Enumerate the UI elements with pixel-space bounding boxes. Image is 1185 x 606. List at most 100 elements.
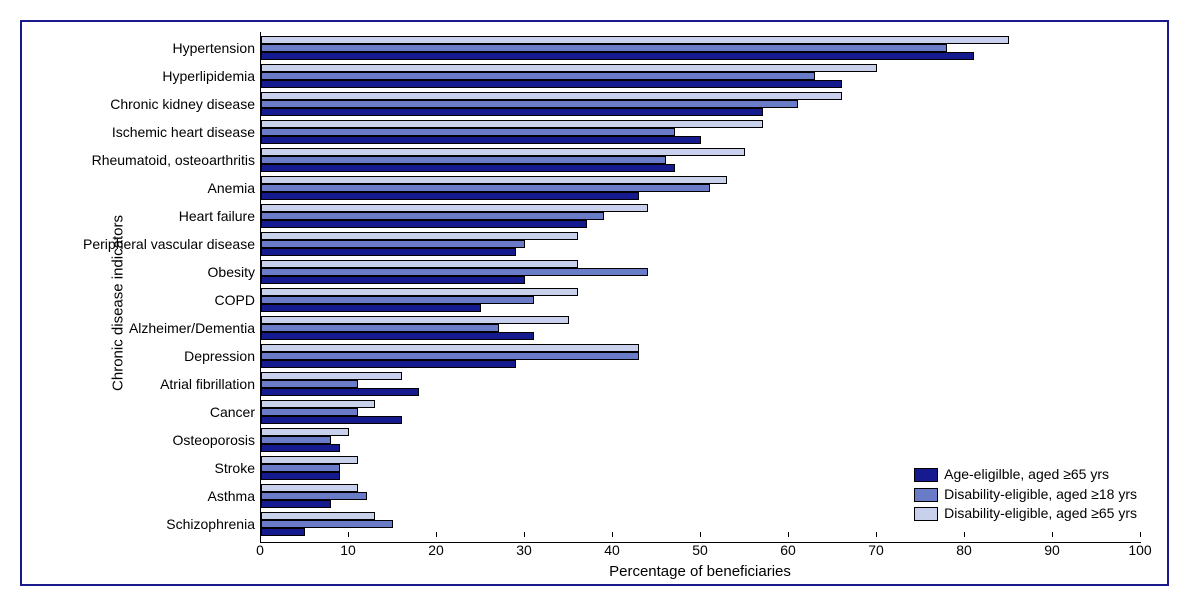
bar: [261, 520, 393, 528]
bar: [261, 444, 340, 452]
category-label: Stroke: [215, 461, 255, 475]
bar: [261, 192, 639, 200]
bar: [261, 276, 525, 284]
category-label: Hypertension: [173, 41, 256, 55]
category-label: Osteoporosis: [173, 433, 255, 447]
bar: [261, 212, 604, 220]
bar: [261, 464, 340, 472]
x-tick-mark: [348, 532, 349, 537]
bar: [261, 52, 974, 60]
bar: [261, 416, 402, 424]
bar: [261, 72, 815, 80]
category-label: Anemia: [208, 181, 255, 195]
bar: [261, 492, 367, 500]
bar: [261, 304, 481, 312]
bar: [261, 324, 499, 332]
bar: [261, 220, 587, 228]
x-tick-label: 60: [773, 542, 803, 558]
category-label: Depression: [184, 349, 255, 363]
bar: [261, 260, 578, 268]
bar: [261, 80, 842, 88]
category-label: Hyperlipidemia: [162, 69, 255, 83]
bar: [261, 176, 727, 184]
x-tick-mark: [436, 532, 437, 537]
bar: [261, 316, 569, 324]
bar: [261, 296, 534, 304]
bar: [261, 428, 349, 436]
legend-label: Disability-eligible, aged ≥18 yrs: [944, 485, 1137, 505]
legend-item: Disability-eligible, aged ≥18 yrs: [914, 485, 1137, 505]
x-tick-mark: [788, 532, 789, 537]
bar: [261, 36, 1009, 44]
bar: [261, 456, 358, 464]
bar: [261, 380, 358, 388]
bar: [261, 108, 763, 116]
bar: [261, 64, 877, 72]
legend-swatch: [914, 507, 938, 521]
x-tick-label: 70: [861, 542, 891, 558]
x-tick-label: 100: [1125, 542, 1155, 558]
legend: Age-eligilble, aged ≥65 yrs Disability-e…: [914, 465, 1137, 524]
legend-label: Disability-eligible, aged ≥65 yrs: [944, 504, 1137, 524]
bar: [261, 484, 358, 492]
x-tick-label: 80: [949, 542, 979, 558]
bar: [261, 344, 639, 352]
bar: [261, 148, 745, 156]
category-label: Obesity: [208, 265, 255, 279]
category-label: Cancer: [210, 405, 255, 419]
x-tick-mark: [964, 532, 965, 537]
bar: [261, 232, 578, 240]
bar: [261, 288, 578, 296]
bar: [261, 92, 842, 100]
x-tick-label: 20: [421, 542, 451, 558]
category-label: Heart failure: [179, 209, 255, 223]
x-tick-mark: [260, 532, 261, 537]
category-label: Atrial fibrillation: [160, 377, 255, 391]
legend-swatch: [914, 488, 938, 502]
x-tick-label: 30: [509, 542, 539, 558]
x-tick-label: 0: [245, 542, 275, 558]
bar: [261, 136, 701, 144]
bar: [261, 372, 402, 380]
bar: [261, 204, 648, 212]
x-tick-label: 10: [333, 542, 363, 558]
x-tick-label: 40: [597, 542, 627, 558]
x-axis-label: Percentage of beneficiaries: [260, 563, 1140, 580]
bar: [261, 388, 419, 396]
category-label: Ischemic heart disease: [112, 125, 255, 139]
category-label: Alzheimer/Dementia: [129, 321, 255, 335]
bar: [261, 128, 675, 136]
bar: [261, 100, 798, 108]
bar: [261, 156, 666, 164]
x-tick-label: 90: [1037, 542, 1067, 558]
bar: [261, 44, 947, 52]
bar: [261, 184, 710, 192]
bar: [261, 436, 331, 444]
bar: [261, 512, 375, 520]
category-label: Asthma: [208, 489, 255, 503]
x-tick-mark: [1052, 532, 1053, 537]
category-label: Schizophrenia: [166, 517, 255, 531]
chart-container: Chronic disease indicators Percentage of…: [20, 20, 1169, 586]
bar: [261, 240, 525, 248]
x-tick-mark: [700, 532, 701, 537]
bar: [261, 500, 331, 508]
legend-item: Age-eligilble, aged ≥65 yrs: [914, 465, 1137, 485]
legend-item: Disability-eligible, aged ≥65 yrs: [914, 504, 1137, 524]
legend-label: Age-eligilble, aged ≥65 yrs: [944, 465, 1109, 485]
category-label: Peripheral vascular disease: [83, 237, 255, 251]
category-label: COPD: [215, 293, 255, 307]
bar: [261, 248, 516, 256]
bar: [261, 360, 516, 368]
x-tick-mark: [876, 532, 877, 537]
x-tick-mark: [612, 532, 613, 537]
category-label: Chronic kidney disease: [110, 97, 255, 111]
category-label: Rheumatoid, osteoarthritis: [92, 153, 255, 167]
bar: [261, 332, 534, 340]
bar: [261, 164, 675, 172]
bar: [261, 352, 639, 360]
bar: [261, 268, 648, 276]
legend-swatch: [914, 468, 938, 482]
x-tick-mark: [524, 532, 525, 537]
x-tick-mark: [1140, 532, 1141, 537]
